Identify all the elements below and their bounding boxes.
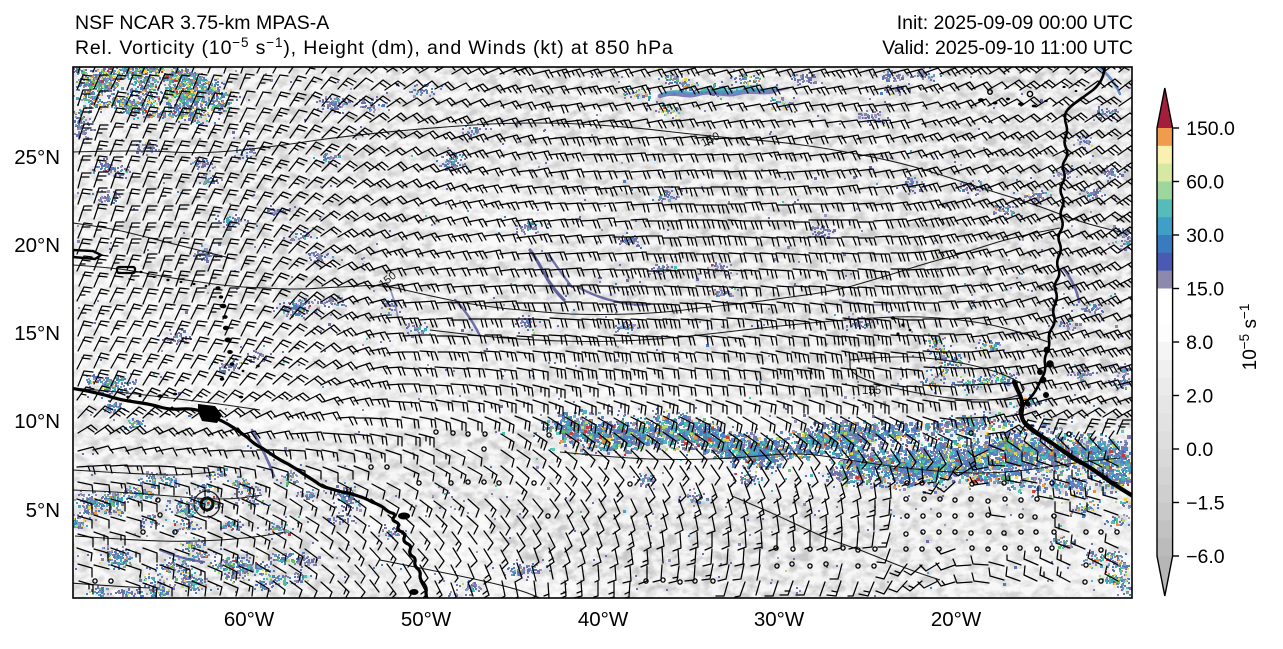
svg-text:Init: 2025-09-09 00:00 UTC: Init: 2025-09-09 00:00 UTC: [897, 12, 1133, 34]
svg-text:30.0: 30.0: [1186, 225, 1224, 247]
svg-text:2.0: 2.0: [1186, 386, 1213, 408]
svg-text:5°N: 5°N: [26, 499, 60, 522]
svg-text:150.0: 150.0: [1186, 118, 1235, 140]
svg-text:20°N: 20°N: [14, 234, 60, 257]
svg-text:−1.5: −1.5: [1186, 493, 1225, 515]
svg-text:Valid: 2025-09-10 11:00 UTC: Valid: 2025-09-10 11:00 UTC: [882, 37, 1133, 59]
svg-text:NSF NCAR 3.75-km MPAS-A: NSF NCAR 3.75-km MPAS-A: [75, 12, 329, 34]
svg-text:155: 155: [862, 385, 881, 397]
svg-text:Rel. Vorticity (10−5 s−1), Hei: Rel. Vorticity (10−5 s−1), Height (dm), …: [75, 35, 674, 60]
svg-text:15°N: 15°N: [14, 322, 60, 345]
svg-text:40°W: 40°W: [578, 608, 629, 631]
svg-text:−6.0: −6.0: [1186, 546, 1225, 568]
svg-text:20°W: 20°W: [931, 608, 982, 631]
svg-text:60°W: 60°W: [224, 608, 275, 631]
svg-text:60.0: 60.0: [1186, 172, 1224, 194]
svg-text:8.0: 8.0: [1186, 332, 1213, 354]
svg-text:25°N: 25°N: [14, 146, 60, 169]
svg-text:50°W: 50°W: [401, 608, 452, 631]
svg-text:15.0: 15.0: [1186, 279, 1224, 301]
svg-text:0.0: 0.0: [1186, 439, 1213, 461]
svg-text:10°N: 10°N: [14, 410, 60, 433]
svg-text:30°W: 30°W: [754, 608, 805, 631]
